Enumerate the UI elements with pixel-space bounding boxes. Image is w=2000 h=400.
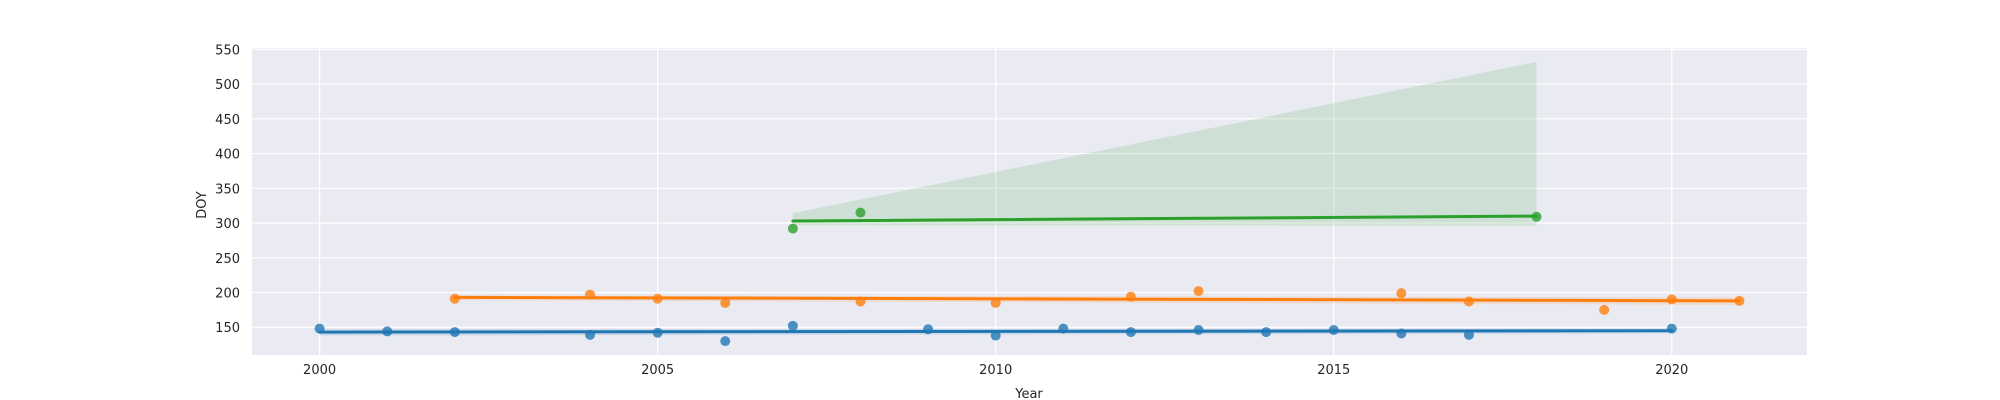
x-tick-label: 2020 [1655,363,1688,378]
data-point-2 [1666,294,1677,305]
data-points [314,207,1745,347]
y-tick-label: 250 [215,252,240,267]
data-point-3 [1531,211,1542,222]
data-point-2 [990,297,1001,308]
y-axis-label: DOY [195,191,210,219]
data-point-1 [314,323,325,334]
data-point-1 [449,327,460,338]
y-tick-label: 450 [215,113,240,128]
data-point-1 [1666,323,1677,334]
x-tick-labels: 2000 2005 2010 2015 2020 [303,363,1688,378]
y-tick-label: 300 [215,217,240,232]
data-point-1 [1463,329,1474,340]
data-point-2 [1463,296,1474,307]
data-point-2 [585,289,596,300]
data-point-1 [652,327,663,338]
data-point-2 [720,297,731,308]
data-point-1 [585,329,596,340]
data-point-1 [923,324,934,335]
data-point-2 [652,293,663,304]
data-point-1 [787,320,798,331]
data-point-1 [1328,324,1339,335]
data-point-1 [382,326,393,337]
data-point-2 [1125,291,1136,302]
data-point-1 [1261,327,1272,338]
data-point-1 [990,330,1001,341]
x-tick-label: 2015 [1317,363,1350,378]
regression-line-3 [791,214,1539,223]
data-point-2 [1599,304,1610,315]
y-tick-label: 550 [215,43,240,58]
y-tick-label: 150 [215,321,240,336]
y-tick-label: 400 [215,148,240,163]
data-point-2 [1193,286,1204,297]
data-point-3 [855,207,866,218]
y-tick-label: 500 [215,78,240,93]
y-tick-label: 200 [215,286,240,301]
x-tick-label: 2000 [303,363,336,378]
data-point-1 [720,336,731,347]
data-point-3 [787,223,798,234]
data-point-1 [1058,323,1069,334]
data-point-2 [1734,295,1745,306]
data-point-2 [1396,288,1407,299]
y-tick-labels: 150 200 250 300 350 400 450 500 550 [215,43,240,336]
data-point-2 [855,296,866,307]
data-point-1 [1125,327,1136,338]
confidence-band-3 [792,61,1537,226]
data-point-1 [1193,324,1204,335]
grid [252,48,1807,355]
plot-area [252,48,1807,355]
x-axis-label: Year [1014,387,1043,400]
x-tick-label: 2010 [979,363,1012,378]
y-tick-label: 350 [215,182,240,197]
x-tick-label: 2005 [641,363,674,378]
data-point-1 [1396,328,1407,339]
data-point-2 [449,293,460,304]
regression-line-2 [453,295,1741,303]
